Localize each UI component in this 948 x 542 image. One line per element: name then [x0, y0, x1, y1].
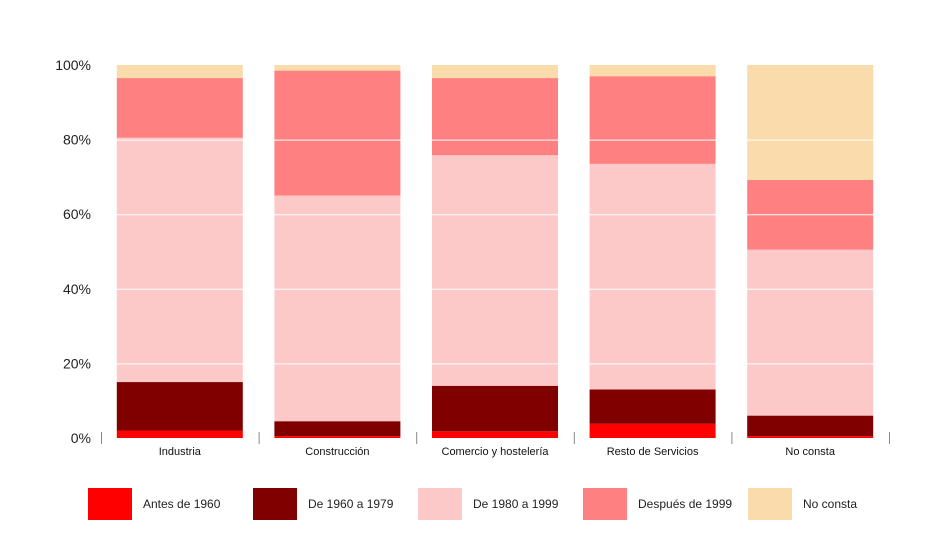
bar-segment-5-5 — [747, 65, 874, 180]
bar-segment-1-5 — [116, 65, 243, 79]
y-tick-label: 80% — [63, 132, 91, 148]
y-tick-label: 40% — [63, 281, 91, 297]
bar-segment-2-1 — [274, 436, 401, 438]
legend-swatch — [748, 488, 792, 520]
x-tick-label: Comercio y hostelería — [442, 446, 550, 458]
bar-segment-3-4 — [432, 78, 558, 156]
bar-segment-1-2 — [116, 382, 243, 431]
bar-segment-3-3 — [432, 155, 558, 386]
x-axis-labels: Industria Construcción Comercio y hosteler… — [159, 446, 836, 458]
bar-segment-3-5 — [432, 65, 558, 79]
bar-segment-1-1 — [116, 430, 243, 438]
legend-label: No consta — [803, 497, 857, 511]
bar-segment-4-4 — [589, 76, 716, 164]
legend-swatch — [583, 488, 627, 520]
bar-segment-1-4 — [116, 78, 243, 138]
x-tick-label: Construcción — [305, 446, 369, 458]
bar-segment-5-3 — [747, 249, 874, 416]
y-tick-label: 20% — [63, 355, 91, 371]
y-axis-ticks: 0% 20% 40% 60% 80% 100% — [55, 57, 91, 446]
x-tick-label: Industria — [159, 446, 202, 458]
bar-segment-5-2 — [747, 415, 874, 437]
y-tick-label: 60% — [63, 206, 91, 222]
legend-swatch — [253, 488, 297, 520]
bar-segment-2-3 — [274, 195, 401, 422]
legend-label: Antes de 1960 — [143, 497, 221, 511]
bar-segment-4-1 — [589, 423, 716, 438]
x-axis — [101, 432, 890, 444]
bar-segment-3-1 — [432, 431, 558, 438]
bar-segment-1-3 — [116, 137, 243, 383]
bar-segment-4-3 — [589, 163, 716, 390]
bar-segment-2-2 — [274, 421, 401, 437]
y-tick-label: 0% — [71, 430, 91, 446]
legend: Antes de 1960 De 1960 a 1979 De 1980 a 199… — [88, 488, 857, 520]
bar-segment-2-5 — [274, 65, 401, 71]
bar-segment-4-2 — [589, 389, 716, 424]
legend-label: De 1960 a 1979 — [308, 497, 394, 511]
bars — [116, 65, 874, 438]
legend-label: Después de 1999 — [638, 497, 732, 511]
legend-label: De 1980 a 1999 — [473, 497, 559, 511]
x-tick-label: No consta — [785, 446, 835, 458]
y-tick-label: 100% — [55, 57, 91, 73]
legend-swatch — [88, 488, 132, 520]
legend-swatch — [418, 488, 462, 520]
bar-segment-2-4 — [274, 70, 401, 196]
bar-segment-5-1 — [747, 436, 874, 438]
x-tick-label: Resto de Servicios — [607, 446, 699, 458]
bar-segment-4-5 — [589, 65, 716, 77]
bar-segment-3-2 — [432, 385, 558, 432]
